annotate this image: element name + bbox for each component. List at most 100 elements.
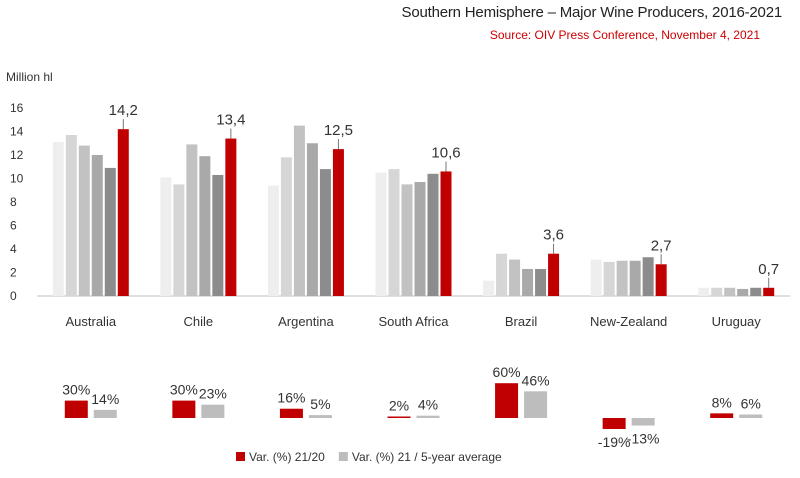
bar-6 bbox=[332, 149, 344, 296]
x-tick-label: Brazil bbox=[505, 314, 538, 329]
bar-1 bbox=[52, 142, 64, 296]
variation-bar-1 bbox=[279, 408, 303, 418]
bar-4 bbox=[737, 288, 749, 296]
bar-5 bbox=[212, 174, 224, 296]
x-tick-label: New-Zealand bbox=[590, 314, 667, 329]
bar-5 bbox=[535, 268, 547, 296]
bar-3 bbox=[724, 287, 736, 296]
y-tick-label: 0 bbox=[10, 289, 17, 303]
variation-label: 6% bbox=[741, 396, 761, 412]
y-tick-label: 4 bbox=[10, 242, 17, 256]
bar-4 bbox=[91, 155, 103, 296]
legend-label-2: Var. (%) 21 / 5-year average bbox=[352, 450, 502, 464]
bar-5 bbox=[750, 287, 762, 296]
bar-3 bbox=[186, 144, 198, 296]
chart-subtitle: Source: OIV Press Conference, November 4… bbox=[489, 28, 760, 42]
variation-label: 2% bbox=[389, 398, 409, 414]
variation-label: 5% bbox=[310, 396, 330, 412]
variation-bar-2 bbox=[416, 415, 440, 418]
variation-bar-2 bbox=[201, 404, 225, 418]
bar-2 bbox=[280, 157, 292, 296]
y-tick-label: 14 bbox=[10, 125, 24, 139]
variation-label: -13% bbox=[627, 431, 660, 447]
bar-6 bbox=[225, 138, 237, 296]
bar-6 bbox=[117, 129, 129, 296]
variation-label: 14% bbox=[91, 391, 119, 407]
bar-3 bbox=[616, 260, 628, 296]
data-label: 13,4 bbox=[216, 112, 245, 129]
bar-2 bbox=[711, 287, 723, 296]
data-label: 12,5 bbox=[324, 122, 353, 139]
variation-bar-1 bbox=[172, 400, 196, 418]
bar-3 bbox=[293, 125, 305, 296]
data-label: 3,6 bbox=[543, 227, 564, 244]
variation-bar-2 bbox=[308, 415, 332, 418]
bar-5 bbox=[104, 167, 116, 296]
y-tick-label: 10 bbox=[10, 172, 24, 186]
bar-1 bbox=[590, 259, 602, 296]
bar-6 bbox=[655, 264, 667, 296]
bar-4 bbox=[522, 268, 534, 296]
data-label: 14,2 bbox=[109, 102, 138, 119]
y-tick-label: 2 bbox=[10, 266, 17, 280]
data-label: 0,7 bbox=[758, 261, 779, 278]
bar-2 bbox=[65, 135, 77, 296]
y-axis-label: Million hl bbox=[6, 70, 53, 84]
variation-label: 30% bbox=[170, 382, 198, 398]
y-tick-label: 12 bbox=[10, 148, 24, 162]
variation-label: 60% bbox=[493, 364, 521, 380]
bar-6 bbox=[548, 253, 560, 296]
variation-label: 30% bbox=[62, 382, 90, 398]
legend-label-1: Var. (%) 21/20 bbox=[249, 450, 325, 464]
bar-1 bbox=[267, 185, 279, 296]
variation-bar-2 bbox=[739, 414, 763, 418]
variation-label: 46% bbox=[522, 372, 550, 388]
bar-4 bbox=[199, 156, 211, 296]
variation-bar-1 bbox=[495, 383, 519, 418]
bar-3 bbox=[78, 145, 90, 296]
variation-label: 4% bbox=[418, 397, 438, 413]
bar-6 bbox=[440, 171, 452, 296]
bar-1 bbox=[698, 287, 710, 296]
y-tick-label: 8 bbox=[10, 195, 17, 209]
bar-1 bbox=[375, 172, 387, 296]
variation-bar-1 bbox=[602, 418, 626, 430]
variation-bar-1 bbox=[387, 416, 411, 418]
x-tick-label: Chile bbox=[184, 314, 214, 329]
variation-label: 16% bbox=[277, 390, 305, 406]
data-label: 2,7 bbox=[651, 237, 672, 254]
y-tick-label: 16 bbox=[10, 101, 24, 115]
bar-4 bbox=[306, 143, 318, 296]
bar-4 bbox=[629, 260, 641, 296]
variation-bar-1 bbox=[64, 400, 88, 418]
bar-2 bbox=[173, 184, 185, 296]
x-tick-label: South Africa bbox=[378, 314, 449, 329]
bar-6 bbox=[763, 287, 775, 296]
bar-5 bbox=[319, 169, 331, 296]
bar-5 bbox=[642, 257, 654, 296]
variation-label: -19% bbox=[598, 434, 631, 450]
variation-bar-2 bbox=[631, 418, 655, 426]
bar-1 bbox=[160, 177, 172, 296]
bar-2 bbox=[603, 261, 615, 296]
variation-bar-2 bbox=[93, 409, 117, 418]
bar-1 bbox=[483, 280, 495, 296]
x-tick-label: Argentina bbox=[278, 314, 334, 329]
variation-bar-1 bbox=[710, 413, 734, 418]
legend-swatch-2 bbox=[338, 452, 348, 461]
bar-3 bbox=[509, 259, 521, 296]
x-tick-label: Uruguay bbox=[712, 314, 762, 329]
chart-title: Southern Hemisphere – Major Wine Produce… bbox=[401, 4, 783, 21]
bar-2 bbox=[496, 253, 508, 296]
bar-2 bbox=[388, 169, 400, 296]
variation-label: 8% bbox=[712, 394, 732, 410]
variation-label: 23% bbox=[199, 386, 227, 402]
bar-5 bbox=[427, 173, 439, 296]
bar-4 bbox=[414, 182, 426, 296]
bar-3 bbox=[401, 184, 413, 296]
variation-bar-2 bbox=[524, 391, 548, 418]
y-tick-label: 6 bbox=[10, 219, 17, 233]
data-label: 10,6 bbox=[431, 144, 460, 161]
